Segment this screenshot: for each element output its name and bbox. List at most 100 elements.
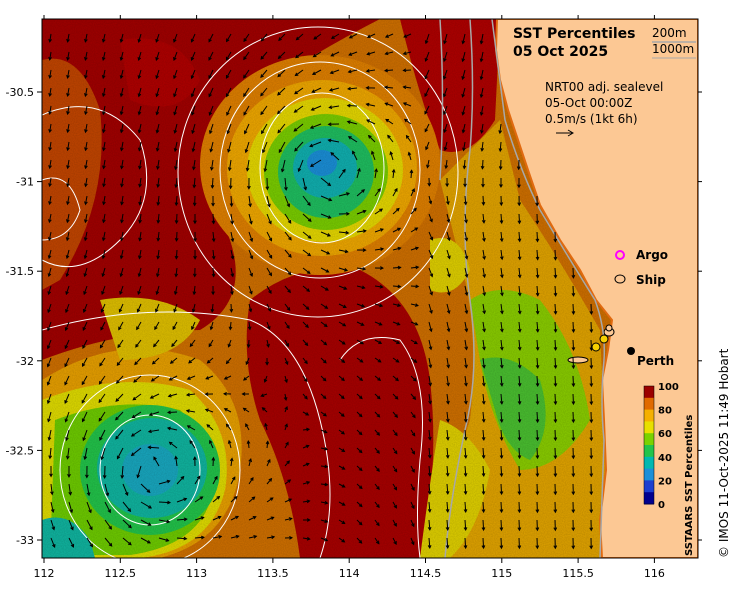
- current-arrow: [99, 339, 106, 348]
- current-arrow-head: [82, 326, 87, 331]
- current-arrow-head: [445, 436, 450, 441]
- current-arrow-head: [191, 308, 196, 313]
- current-arrow: [284, 177, 287, 190]
- current-arrow-head: [481, 201, 486, 206]
- current-arrow: [536, 321, 539, 332]
- map-date: 05 Oct 2025: [513, 44, 608, 60]
- current-arrow: [482, 303, 486, 314]
- current-arrow-head: [499, 256, 504, 261]
- current-arrow-head: [341, 502, 346, 506]
- current-arrow-head: [346, 103, 351, 108]
- current-arrow: [348, 69, 358, 73]
- current-arrow: [446, 339, 450, 350]
- current-arrow: [403, 86, 412, 89]
- current-arrow-head: [445, 545, 450, 550]
- current-arrow: [356, 285, 365, 289]
- current-arrow: [443, 123, 448, 133]
- current-arrow: [84, 231, 88, 241]
- current-arrow-head: [284, 405, 288, 410]
- current-arrow-head: [243, 130, 248, 135]
- current-arrow-head: [225, 423, 230, 428]
- y-tick-label: -32: [16, 355, 34, 368]
- current-arrow: [212, 267, 215, 277]
- current-arrow-head: [330, 35, 335, 39]
- current-arrow-head: [136, 474, 141, 479]
- colorbar-swatch: [644, 397, 654, 411]
- current-arrow-head: [517, 473, 522, 478]
- current-arrow: [356, 375, 363, 381]
- current-arrow: [338, 429, 345, 435]
- current-arrow-head: [70, 526, 74, 531]
- current-arrow-head: [208, 111, 213, 116]
- ship-marker: [591, 342, 601, 352]
- current-arrow-head: [48, 110, 52, 116]
- current-arrow: [356, 303, 365, 308]
- current-arrow-head: [461, 40, 466, 45]
- current-arrow-head: [246, 439, 251, 444]
- current-arrow-head: [304, 360, 308, 365]
- current-arrow: [99, 429, 106, 441]
- current-arrow-head: [553, 437, 558, 442]
- rottnest-island: [567, 356, 589, 364]
- current-arrow-head: [189, 343, 194, 348]
- current-arrow: [68, 519, 74, 530]
- current-arrow-head: [479, 76, 484, 81]
- colorbar-swatch: [644, 445, 654, 458]
- current-arrow-head: [447, 255, 451, 260]
- current-arrow-head: [479, 58, 484, 63]
- current-arrow: [226, 357, 232, 364]
- current-arrow-head: [127, 541, 132, 546]
- current-arrow-head: [186, 425, 191, 429]
- colorbar-tick: 20: [658, 476, 672, 487]
- current-arrow: [67, 87, 70, 97]
- current-arrow: [209, 105, 214, 116]
- current-arrow: [264, 159, 268, 172]
- current-arrow: [48, 267, 52, 277]
- current-arrow-head: [445, 454, 450, 459]
- current-arrow: [536, 267, 539, 278]
- current-arrow: [133, 375, 142, 383]
- current-arrow: [193, 285, 196, 295]
- current-arrow-head: [442, 93, 447, 98]
- current-arrow: [120, 87, 124, 97]
- current-arrow-head: [200, 516, 205, 520]
- current-arrow-head: [253, 534, 258, 539]
- current-arrow-head: [429, 255, 434, 260]
- current-arrow-head: [137, 38, 142, 43]
- current-arrow: [120, 141, 124, 151]
- current-arrow: [572, 303, 575, 314]
- current-arrow: [99, 375, 106, 385]
- current-arrow-head: [269, 497, 274, 501]
- current-arrow-head: [343, 286, 348, 290]
- current-arrow: [187, 375, 196, 380]
- current-arrow-head: [411, 450, 415, 455]
- current-arrow: [82, 321, 88, 331]
- current-arrow-head: [209, 166, 214, 171]
- current-arrow-head: [324, 305, 329, 309]
- current-arrow-head: [305, 412, 310, 416]
- current-arrow-head: [428, 400, 432, 405]
- current-arrow: [122, 537, 132, 546]
- current-arrow-head: [242, 377, 247, 381]
- current-arrow-head: [171, 343, 175, 348]
- current-arrow-head: [553, 292, 558, 297]
- current-arrow-head: [535, 292, 540, 297]
- current-arrow: [48, 429, 52, 441]
- current-arrow-head: [517, 437, 522, 442]
- current-arrow: [356, 267, 366, 270]
- current-arrow: [284, 357, 289, 365]
- current-arrow: [140, 483, 151, 493]
- current-arrow-head: [445, 418, 450, 423]
- x-tick-label: 114.5: [410, 567, 442, 580]
- current-arrow-head: [367, 134, 372, 139]
- current-arrow-head: [553, 509, 558, 514]
- current-arrow: [84, 69, 88, 79]
- current-arrow: [86, 519, 93, 530]
- current-arrow: [482, 447, 485, 458]
- current-arrow-head: [265, 361, 269, 366]
- current-arrow: [428, 465, 431, 476]
- current-arrow-head: [47, 255, 52, 260]
- current-arrow-head: [414, 303, 419, 307]
- current-arrow-head: [553, 527, 558, 532]
- current-arrow: [500, 249, 503, 260]
